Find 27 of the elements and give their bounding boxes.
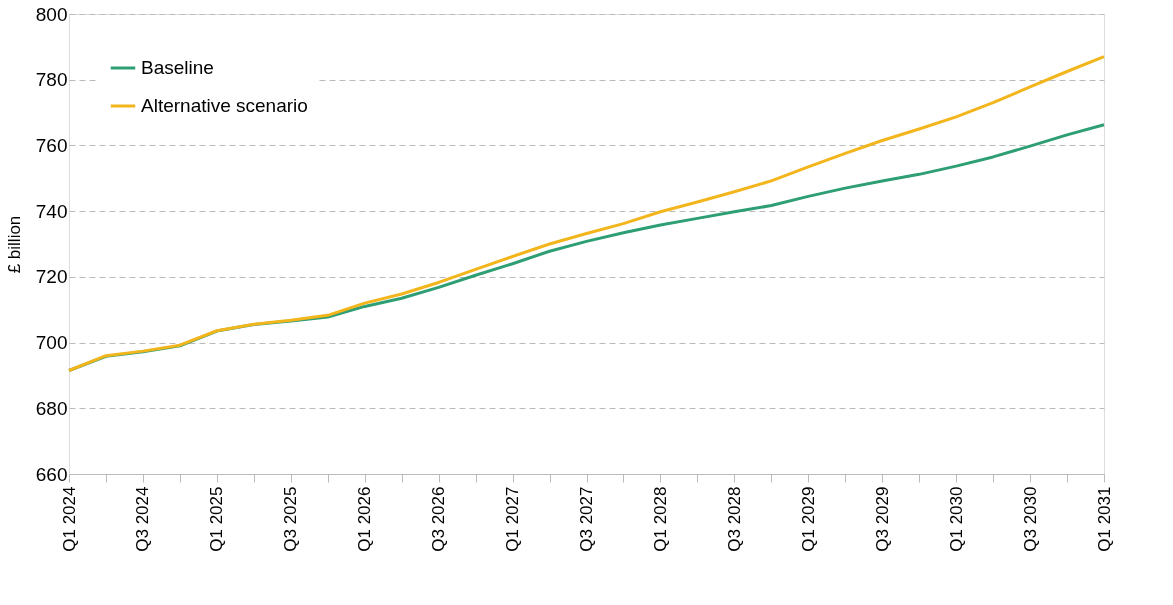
y-tick-label: 760 xyxy=(35,134,68,156)
x-tick-label: Q3 2024 xyxy=(133,486,153,552)
x-tick-label: Q1 2028 xyxy=(650,486,670,552)
x-tick-label: Q1 2024 xyxy=(59,486,79,552)
legend-label: Alternative scenario xyxy=(141,95,308,116)
y-tick-label: 660 xyxy=(35,463,68,485)
x-tick-label: Q1 2026 xyxy=(355,486,375,552)
y-tick-label: 800 xyxy=(35,3,68,25)
y-tick-label: 700 xyxy=(35,332,68,354)
line-series xyxy=(67,55,1106,372)
x-tick-label: Q1 2031 xyxy=(1094,486,1114,552)
x-tick-label: Q3 2025 xyxy=(281,486,301,552)
y-tick-label: 780 xyxy=(35,69,68,91)
x-tick-label: Q3 2030 xyxy=(1020,486,1040,552)
y-tick-label: 740 xyxy=(35,200,68,222)
x-tick-label: Q3 2028 xyxy=(724,486,744,552)
x-tick-label: Q1 2027 xyxy=(503,486,523,552)
x-tick-label: Q3 2026 xyxy=(429,486,449,552)
x-tick-label: Q3 2027 xyxy=(577,486,596,552)
x-tick-label: Q3 2029 xyxy=(872,486,892,552)
y-axis-title: £ billion xyxy=(4,215,24,274)
x-tick-label: Q1 2030 xyxy=(946,486,966,552)
y-tick-label: 680 xyxy=(35,397,68,419)
x-tick-label: Q1 2029 xyxy=(798,486,818,552)
legend-label: Baseline xyxy=(141,57,214,78)
x-tick-label: Q1 2025 xyxy=(207,486,227,552)
y-tick-label: 720 xyxy=(35,266,68,288)
